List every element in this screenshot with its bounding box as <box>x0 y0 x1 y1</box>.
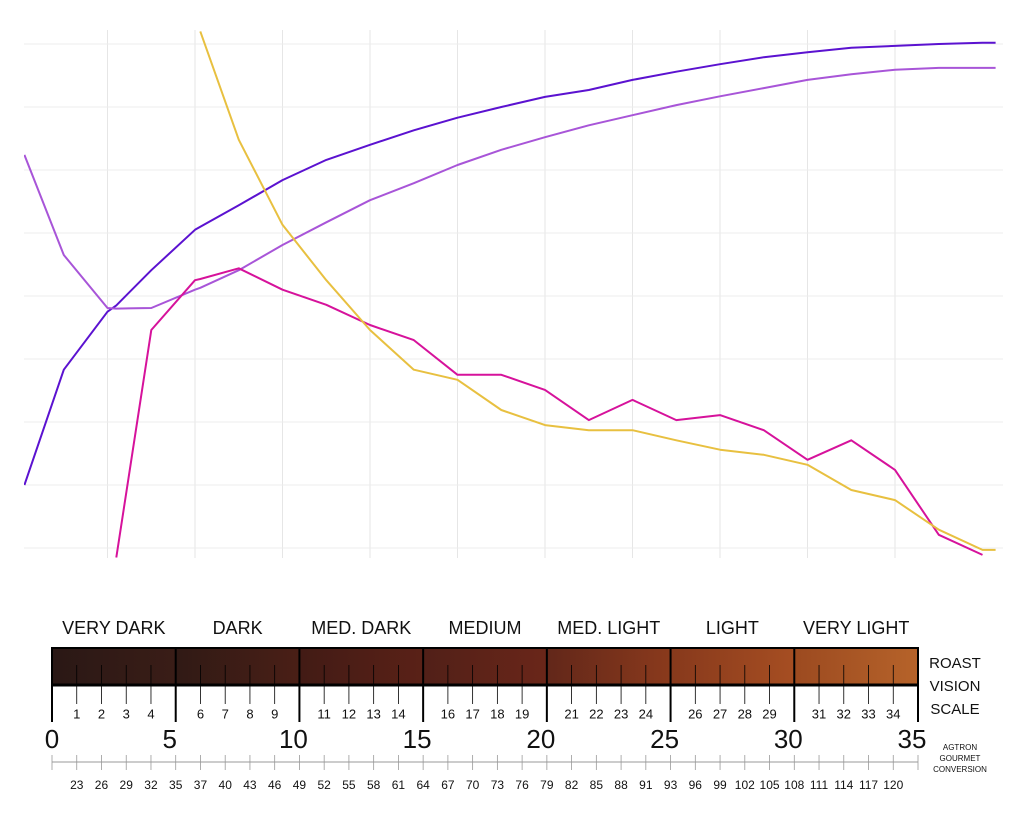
agtron-label: 117 <box>859 778 878 792</box>
roast-major-label: 10 <box>279 724 308 754</box>
roast-category: VERY LIGHT <box>803 618 909 638</box>
roast-minor-label: 14 <box>391 706 405 721</box>
roast-minor-label: 4 <box>147 706 154 721</box>
agtron-label: 64 <box>416 778 430 792</box>
roast-minor-label: 32 <box>837 706 851 721</box>
roast-scale: VERY DARK DARK MED. DARK MEDIUM MED. LIGHT LI… <box>45 618 987 792</box>
roast-minor-label: 24 <box>639 706 653 721</box>
roast-minor-label: 9 <box>271 706 278 721</box>
roast-minor-label: 19 <box>515 706 529 721</box>
agtron-label: 49 <box>293 778 307 792</box>
roast-major-label: 25 <box>650 724 679 754</box>
agtron-label: 96 <box>689 778 703 792</box>
agtron-label: 26 <box>95 778 109 792</box>
series-line <box>24 66 996 310</box>
grid <box>24 30 1003 558</box>
series-line <box>24 41 996 486</box>
roast-band <box>423 648 547 685</box>
roast-minor-label: 29 <box>762 706 776 721</box>
agtron-label: 52 <box>317 778 331 792</box>
agtron-label: 93 <box>664 778 678 792</box>
roast-title: ROAST <box>929 655 981 672</box>
roast-band <box>794 648 918 685</box>
agtron-title: CONVERSION <box>933 765 987 774</box>
roast-minor-label: 16 <box>441 706 455 721</box>
agtron-label: 105 <box>760 778 780 792</box>
agtron-label: 88 <box>614 778 628 792</box>
roast-minor-label: 34 <box>886 706 900 721</box>
agtron-label: 85 <box>590 778 604 792</box>
roast-minor-label: 23 <box>614 706 628 721</box>
agtron-label: 61 <box>392 778 406 792</box>
roast-minor-label: 11 <box>317 706 331 721</box>
agtron-label: 70 <box>466 778 480 792</box>
agtron-label: 58 <box>367 778 381 792</box>
roast-minor-label: 12 <box>342 706 356 721</box>
roast-major-label: 20 <box>526 724 555 754</box>
roast-band <box>52 648 176 685</box>
agtron-label: 43 <box>243 778 257 792</box>
agtron-label: 111 <box>810 778 829 792</box>
agtron-label: 79 <box>540 778 554 792</box>
roast-major-label: 15 <box>403 724 432 754</box>
roast-minor-label: 28 <box>738 706 752 721</box>
agtron-label: 76 <box>515 778 529 792</box>
roast-minor-label: 21 <box>564 706 578 721</box>
series-line <box>115 267 983 558</box>
roast-category: LIGHT <box>706 618 759 638</box>
roast-category: MED. LIGHT <box>557 618 660 638</box>
roast-band <box>546 648 671 685</box>
roast-category: MED. DARK <box>311 618 411 638</box>
roast-minor-label: 1 <box>73 706 80 721</box>
roast-major-label: 35 <box>898 724 927 754</box>
agtron-label: 40 <box>219 778 233 792</box>
roast-category: DARK <box>213 618 263 638</box>
roast-title: VISION <box>930 678 981 695</box>
agtron-label: 91 <box>639 778 653 792</box>
agtron-label: 37 <box>194 778 208 792</box>
agtron-label: 108 <box>784 778 804 792</box>
agtron-label: 73 <box>491 778 505 792</box>
agtron-label: 29 <box>120 778 134 792</box>
roast-minor-label: 27 <box>713 706 727 721</box>
roast-minor-label: 6 <box>197 706 204 721</box>
agtron-label: 32 <box>144 778 158 792</box>
agtron-label: 35 <box>169 778 183 792</box>
agtron-label: 55 <box>342 778 356 792</box>
roast-major-label: 0 <box>45 724 59 754</box>
roast-minor-label: 3 <box>123 706 130 721</box>
agtron-title: GOURMET <box>940 754 981 763</box>
roast-minor-label: 31 <box>812 706 826 721</box>
roast-minor-label: 13 <box>366 706 380 721</box>
agtron-label: 99 <box>713 778 727 792</box>
roast-major-label: 30 <box>774 724 803 754</box>
lines <box>24 31 996 558</box>
roast-minor-label: 22 <box>589 706 603 721</box>
roast-category: VERY DARK <box>62 618 165 638</box>
agtron-title: AGTRON <box>943 743 977 752</box>
roast-major-label: 5 <box>162 724 176 754</box>
agtron-label: 23 <box>70 778 84 792</box>
agtron-label: 114 <box>834 778 853 792</box>
agtron-label: 102 <box>735 778 755 792</box>
agtron-label: 120 <box>883 778 903 792</box>
roast-minor-label: 33 <box>861 706 875 721</box>
roast-minor-label: 7 <box>222 706 229 721</box>
agtron-label: 82 <box>565 778 579 792</box>
roast-band <box>299 648 424 685</box>
roast-minor-label: 26 <box>688 706 702 721</box>
roast-category: MEDIUM <box>449 618 522 638</box>
roast-minor-label: 17 <box>465 706 479 721</box>
roast-minor-label: 2 <box>98 706 105 721</box>
roast-minor-label: 18 <box>490 706 504 721</box>
agtron-label: 46 <box>268 778 282 792</box>
roast-band <box>175 648 300 685</box>
roast-band <box>670 648 795 685</box>
roast-title: SCALE <box>930 701 979 718</box>
roast-minor-label: 8 <box>246 706 253 721</box>
agtron-label: 67 <box>441 778 455 792</box>
series-line <box>199 31 996 551</box>
